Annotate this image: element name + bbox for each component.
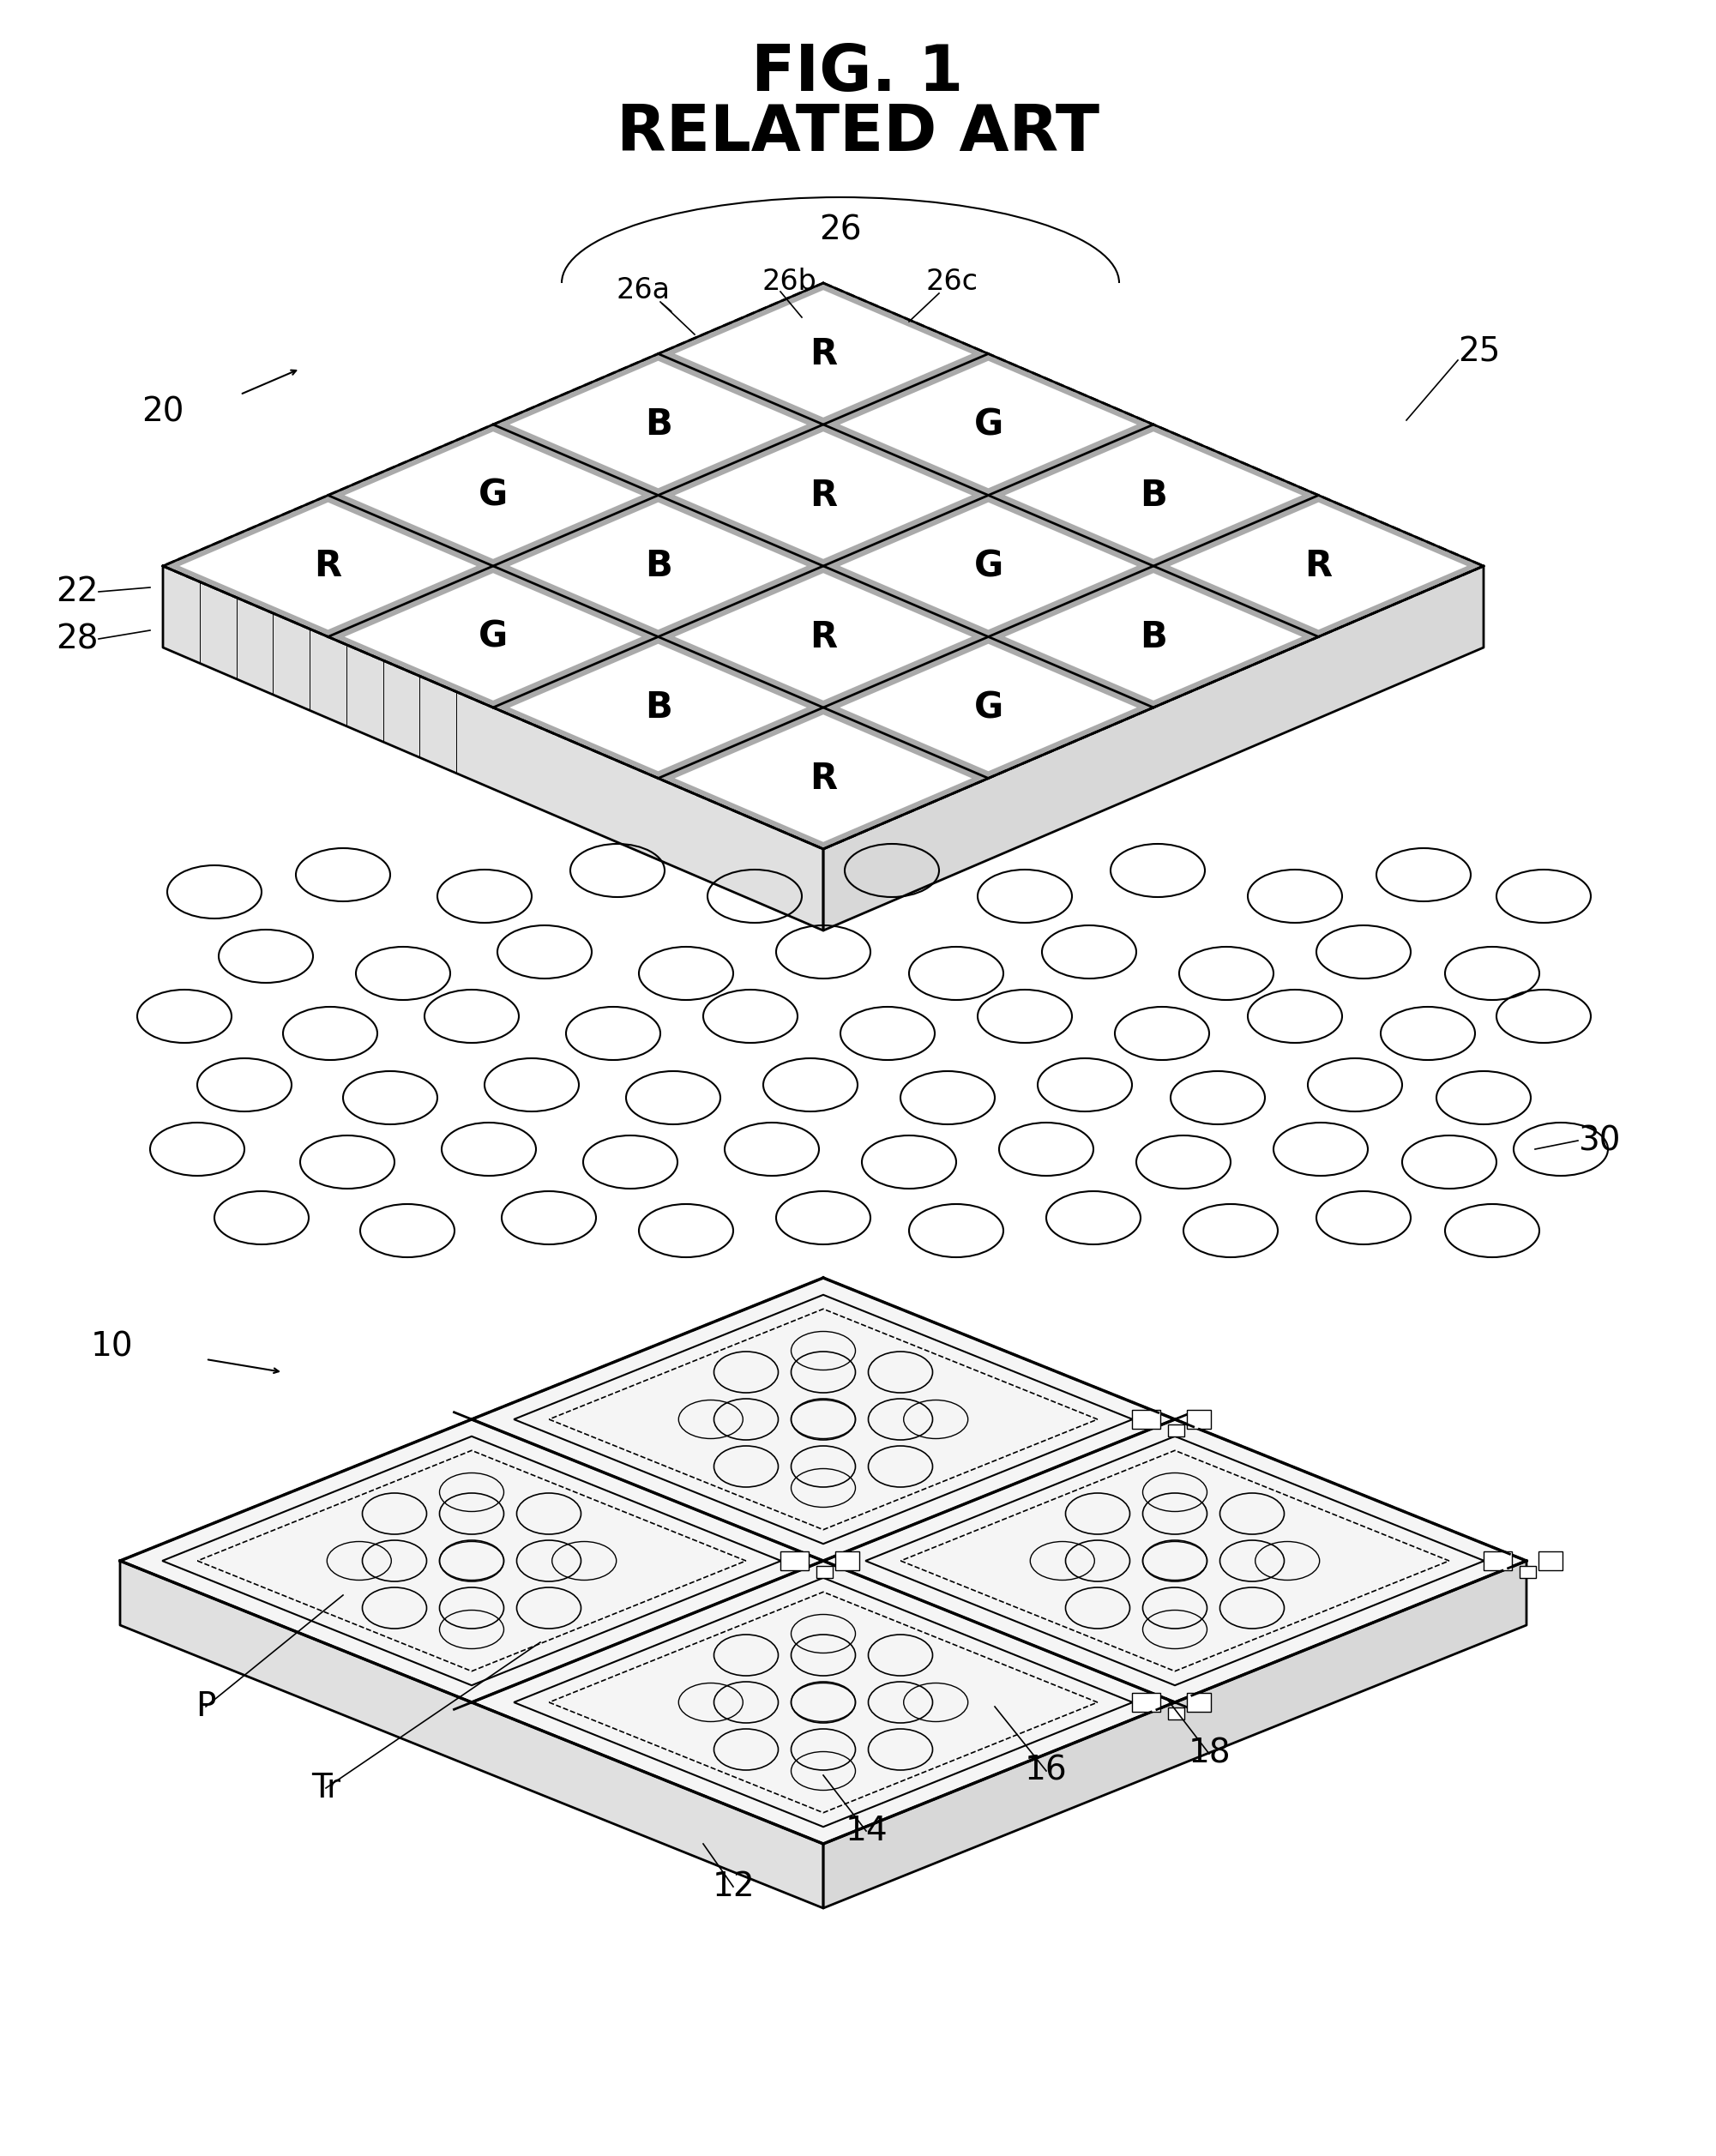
Polygon shape xyxy=(839,360,1138,487)
Text: G: G xyxy=(479,619,508,655)
Text: B: B xyxy=(645,548,671,584)
Polygon shape xyxy=(674,714,971,843)
Polygon shape xyxy=(674,291,971,418)
Bar xyxy=(781,1550,808,1570)
Polygon shape xyxy=(163,282,1484,849)
Bar xyxy=(1187,1410,1211,1429)
Polygon shape xyxy=(824,567,1484,931)
Polygon shape xyxy=(510,502,807,630)
Polygon shape xyxy=(510,645,807,772)
Text: 26c: 26c xyxy=(925,267,978,295)
Polygon shape xyxy=(510,360,807,487)
Text: 26: 26 xyxy=(819,213,861,246)
Text: 10: 10 xyxy=(91,1330,132,1363)
Polygon shape xyxy=(345,573,642,701)
Polygon shape xyxy=(839,502,1138,630)
Text: R: R xyxy=(810,619,837,655)
Bar xyxy=(1167,1425,1184,1436)
Text: 22: 22 xyxy=(57,576,98,608)
Polygon shape xyxy=(120,1561,824,1908)
Text: R: R xyxy=(314,548,341,584)
Polygon shape xyxy=(163,567,824,931)
Polygon shape xyxy=(1006,573,1302,701)
Polygon shape xyxy=(1170,502,1467,630)
Text: G: G xyxy=(973,548,1004,584)
Polygon shape xyxy=(180,502,477,630)
Polygon shape xyxy=(824,1561,1527,1908)
Text: Tr: Tr xyxy=(311,1772,340,1805)
Polygon shape xyxy=(674,431,971,558)
Bar xyxy=(1131,1410,1160,1429)
Bar xyxy=(1483,1550,1512,1570)
Polygon shape xyxy=(839,645,1138,772)
Bar xyxy=(1131,1692,1160,1712)
Polygon shape xyxy=(1006,431,1302,558)
Polygon shape xyxy=(120,1279,1527,1843)
Text: 18: 18 xyxy=(1187,1738,1230,1770)
Text: RELATED ART: RELATED ART xyxy=(616,101,1098,164)
Bar xyxy=(836,1550,860,1570)
Text: R: R xyxy=(1304,548,1332,584)
Text: R: R xyxy=(810,336,837,371)
Text: 28: 28 xyxy=(57,623,98,655)
Bar xyxy=(1539,1550,1563,1570)
Text: P: P xyxy=(196,1690,216,1723)
Text: 26b: 26b xyxy=(762,267,817,295)
Text: B: B xyxy=(645,690,671,727)
Text: 25: 25 xyxy=(1459,336,1500,369)
Text: B: B xyxy=(1139,619,1167,655)
Text: G: G xyxy=(479,476,508,513)
Bar xyxy=(1519,1565,1536,1578)
Text: 30: 30 xyxy=(1579,1123,1620,1158)
Text: FIG. 1: FIG. 1 xyxy=(752,41,964,103)
Text: G: G xyxy=(973,407,1004,442)
Text: R: R xyxy=(810,476,837,513)
Text: 14: 14 xyxy=(844,1815,887,1848)
Text: B: B xyxy=(1139,476,1167,513)
Bar xyxy=(1187,1692,1211,1712)
Polygon shape xyxy=(345,431,642,558)
Bar xyxy=(1167,1708,1184,1718)
Text: B: B xyxy=(645,407,671,442)
Text: 26a: 26a xyxy=(616,276,671,304)
Bar xyxy=(817,1565,832,1578)
Text: G: G xyxy=(973,690,1004,727)
Text: 20: 20 xyxy=(142,395,184,427)
Polygon shape xyxy=(674,573,971,701)
Text: 12: 12 xyxy=(712,1871,755,1904)
Text: R: R xyxy=(810,761,837,796)
Text: 16: 16 xyxy=(1024,1755,1067,1787)
